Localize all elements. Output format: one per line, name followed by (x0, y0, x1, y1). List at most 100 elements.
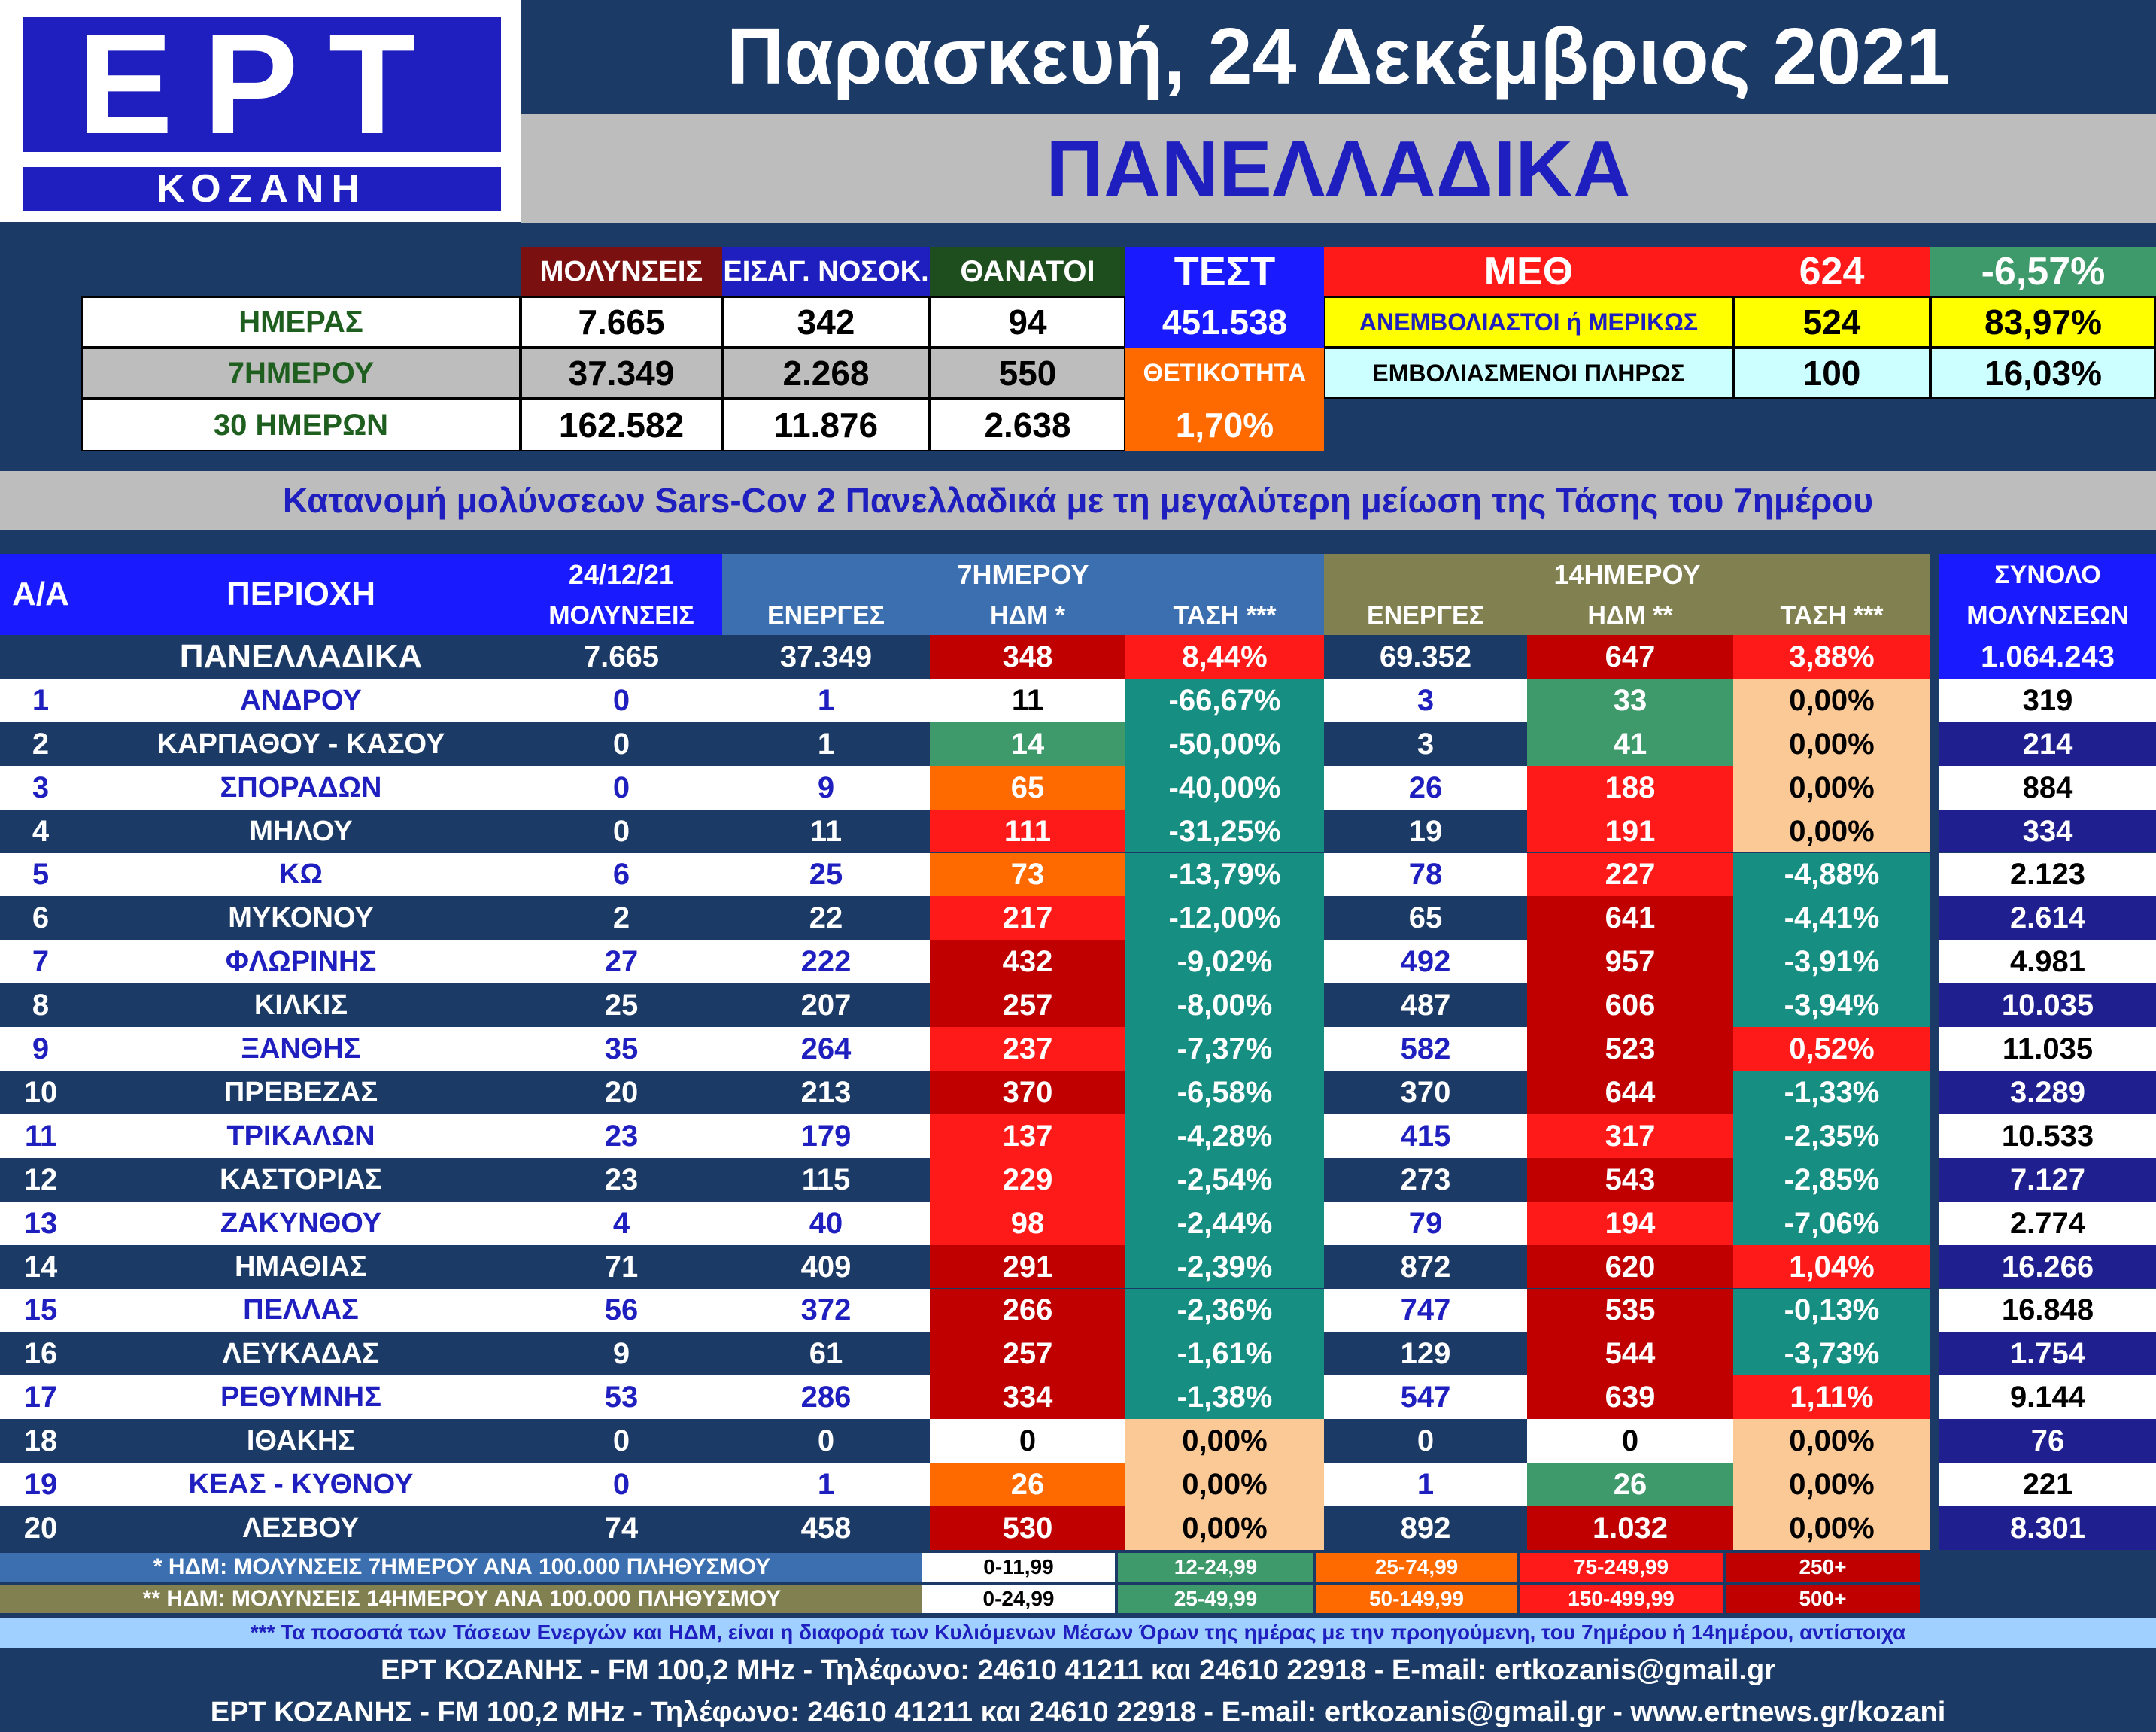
header-total2: ΜΟΛΥΝΣΕΩΝ (1939, 596, 2156, 635)
row-region: ΛΕΣΒΟΥ (242, 1512, 360, 1544)
row-region: ΚΕΑΣ - ΚΥΘΝΟΥ (81, 1463, 521, 1506)
header-infections: ΜΟΛΥΝΣΕΙΣ (521, 596, 722, 635)
row-total: 1.064.243 (1939, 635, 2156, 679)
row-active14: 129 (1400, 1337, 1451, 1371)
row-region: ΚΙΛΚΙΣ (254, 989, 348, 1022)
row-hdm7: 137 (930, 1114, 1125, 1158)
header-active7: ΕΝΕΡΓΕΣ (722, 596, 930, 635)
legend-range-7day: 25-74,99 (1316, 1552, 1517, 1582)
row-infections: 7.665 (583, 640, 660, 673)
header-hdm14: ΗΔΜ ** (1527, 596, 1733, 635)
row-trend14: -4,88% (1733, 852, 1930, 897)
row-region: ΦΛΩΡΙΝΗΣ (81, 940, 521, 984)
row-trend14: -7,06% (1733, 1201, 1930, 1245)
row-number: 16 (23, 1337, 58, 1371)
row-infections: 35 (521, 1027, 722, 1071)
row-hdm7: 111 (930, 809, 1125, 853)
header-group7: 7ΗΜΕΡΟΥ (722, 554, 1324, 596)
row-trend14: 0,00% (1733, 765, 1930, 810)
row-hdm14: 957 (1527, 940, 1733, 984)
row-number: 20 (23, 1511, 58, 1545)
row-trend14: 0,00% (1733, 809, 1930, 853)
row-trend7: -9,02% (1125, 940, 1324, 984)
row-active14: 3 (1324, 678, 1527, 722)
row-number: 2 (32, 727, 50, 761)
row-number: 6 (32, 901, 50, 935)
row-infections: 23 (521, 1114, 722, 1158)
row-hdm7: 370 (930, 1071, 1125, 1114)
row-active7: 61 (809, 1337, 843, 1371)
row-total: 76 (1939, 1419, 2156, 1463)
row-trend14: -3,91% (1733, 940, 1930, 984)
row-total: 10.035 (1939, 983, 2156, 1028)
row-number: 1 (0, 678, 81, 722)
legend-range-14day: 150-499,99 (1520, 1584, 1723, 1613)
row-active7: 22 (809, 901, 843, 935)
row-active14: 415 (1324, 1114, 1527, 1158)
header-hospital: ΕΙΣΑΓ. ΝΟΣΟΚ. (722, 247, 930, 296)
header-region: ΠΕΡΙΟΧΗ (81, 554, 521, 635)
row-trend14: 1,11% (1733, 1375, 1930, 1420)
footer-note: *** Τα ποσοστά των Τάσεων Ενεργών και ΗΔ… (0, 1617, 2156, 1648)
row-active14: 872 (1400, 1250, 1451, 1284)
summary-deaths: 550 (930, 348, 1125, 399)
legend-range-14day: 500+ (1726, 1584, 1920, 1613)
row-infections: 6 (521, 852, 722, 897)
row-hdm14: 194 (1527, 1201, 1733, 1245)
row-trend7: 0,00% (1125, 1419, 1324, 1463)
row-trend14: 0,00% (1733, 678, 1930, 722)
table-title: Κατανομή μολύνσεων Sars-Cov 2 Πανελλαδικ… (0, 471, 2156, 530)
row-trend14: 0,00% (1733, 1419, 1930, 1463)
row-hdm14: 191 (1527, 809, 1733, 853)
legend-range-7day: 0-11,99 (922, 1552, 1115, 1582)
row-trend14: -1,33% (1733, 1071, 1930, 1114)
row-infections: 20 (604, 1075, 639, 1109)
row-trend7: -2,36% (1125, 1288, 1324, 1332)
row-infections: 0 (612, 1424, 630, 1458)
row-trend7: -1,38% (1125, 1375, 1324, 1420)
header-date: 24/12/21 (521, 554, 722, 596)
row-active7: 0 (817, 1424, 835, 1458)
legend-note-14day: ** ΗΔΜ: ΜΟΛΥΝΣΕΙΣ 14ΗΜΕΡΟΥ ΑΝΑ 100.000 Π… (0, 1584, 924, 1613)
row-hdm14: 33 (1527, 678, 1733, 722)
header-aa: Α/Α (0, 554, 81, 635)
positivity-label: ΘΕΤΙΚΟΤΗΤΑ (1125, 348, 1324, 399)
row-region: ΖΑΚΥΝΘΟΥ (81, 1201, 521, 1245)
row-active7: 458 (800, 1511, 852, 1545)
row-region: ΜΥΚΟΝΟΥ (228, 902, 374, 934)
icu-unvax-value: 524 (1733, 296, 1930, 348)
row-trend14: -3,94% (1733, 983, 1930, 1028)
row-region: ΗΜΑΘΙΑΣ (235, 1250, 367, 1283)
row-trend14: 0,00% (1733, 1506, 1930, 1550)
row-total: 9.144 (1939, 1375, 2156, 1420)
header-tests: ΤΕΣΤ (1125, 247, 1324, 296)
row-total: 10.533 (1939, 1114, 2156, 1158)
row-active14: 582 (1324, 1027, 1527, 1071)
header-deaths: ΘΑΝΑΤΟΙ (930, 247, 1125, 296)
row-hdm14: 0 (1527, 1419, 1733, 1463)
row-active7: 222 (722, 940, 930, 984)
row-trend7: -4,28% (1125, 1114, 1324, 1158)
row-hdm7: 334 (930, 1375, 1125, 1420)
header-active14: ΕΝΕΡΓΕΣ (1324, 596, 1527, 635)
row-trend7: -6,58% (1125, 1071, 1324, 1114)
row-active7: 409 (800, 1250, 852, 1284)
row-infections: 71 (604, 1250, 639, 1284)
row-hdm7: 14 (930, 722, 1125, 766)
legend-range-14day: 0-24,99 (922, 1584, 1115, 1613)
row-hdm14: 647 (1527, 635, 1733, 679)
row-hdm14: 639 (1527, 1375, 1733, 1420)
row-infections: 25 (604, 989, 639, 1022)
row-number: 9 (0, 1027, 81, 1071)
row-total: 8.301 (1939, 1506, 2156, 1550)
tests-value: 451.538 (1125, 296, 1324, 348)
icu-vax-value: 100 (1733, 348, 1930, 399)
summary-row-label: 7ΗΜΕΡΟΥ (81, 348, 521, 399)
row-active14: 487 (1400, 989, 1451, 1022)
row-active7: 40 (722, 1201, 930, 1245)
summary-hospital: 2.268 (722, 348, 930, 399)
row-active7: 25 (722, 852, 930, 897)
row-region: ΤΡΙΚΑΛΩΝ (81, 1114, 521, 1158)
summary-infections: 162.582 (521, 399, 722, 451)
row-trend7: -50,00% (1125, 722, 1324, 766)
